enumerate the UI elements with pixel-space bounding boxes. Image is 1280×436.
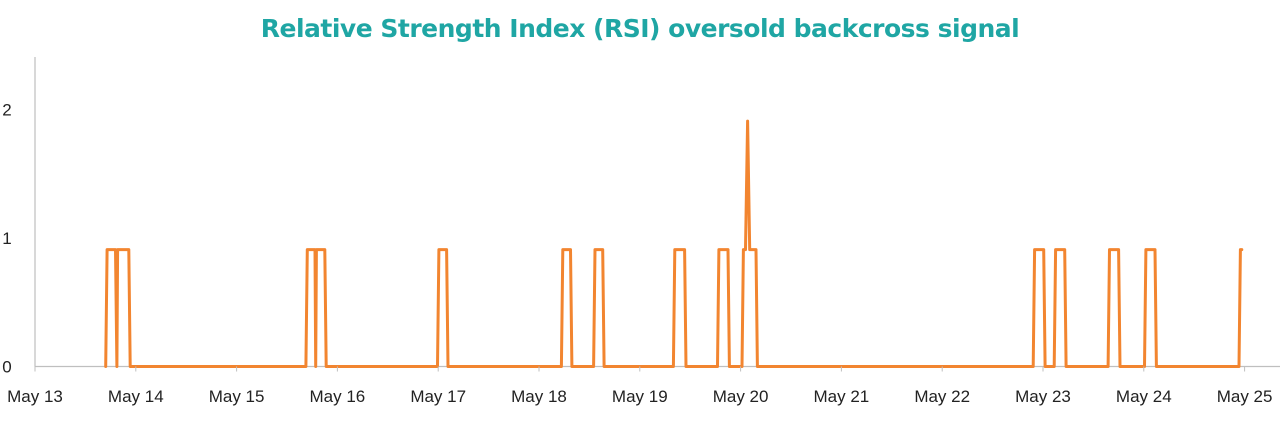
- x-tick-label: May 15: [209, 387, 265, 406]
- axes: [34, 57, 1280, 368]
- y-tick-label: 0: [2, 358, 11, 377]
- x-tick-label: May 19: [612, 387, 668, 406]
- y-tick-label: 2: [2, 101, 11, 120]
- x-tick-label: May 13: [7, 387, 63, 406]
- x-tick-label: May 23: [1015, 387, 1071, 406]
- x-tick-label: May 16: [310, 387, 366, 406]
- x-tick-label: May 17: [410, 387, 466, 406]
- x-tick-label: May 20: [713, 387, 769, 406]
- series-group: [104, 119, 1244, 368]
- x-tick-label: May 22: [914, 387, 970, 406]
- chart-title: Relative Strength Index (RSI) oversold b…: [260, 14, 1020, 43]
- y-tick-label: 1: [2, 229, 11, 248]
- x-axis-ticks: May 13 May 14 May 15 May 16 May 17 May 18 May …: [7, 366, 1273, 406]
- x-tick-label: May 25: [1217, 387, 1273, 406]
- x-tick-label: May 24: [1116, 387, 1172, 406]
- series-line: [104, 119, 1244, 368]
- y-axis-ticks: 0 1 2: [2, 101, 11, 377]
- x-tick-label: May 14: [108, 387, 164, 406]
- x-tick-label: May 18: [511, 387, 567, 406]
- x-tick-label: May 21: [814, 387, 870, 406]
